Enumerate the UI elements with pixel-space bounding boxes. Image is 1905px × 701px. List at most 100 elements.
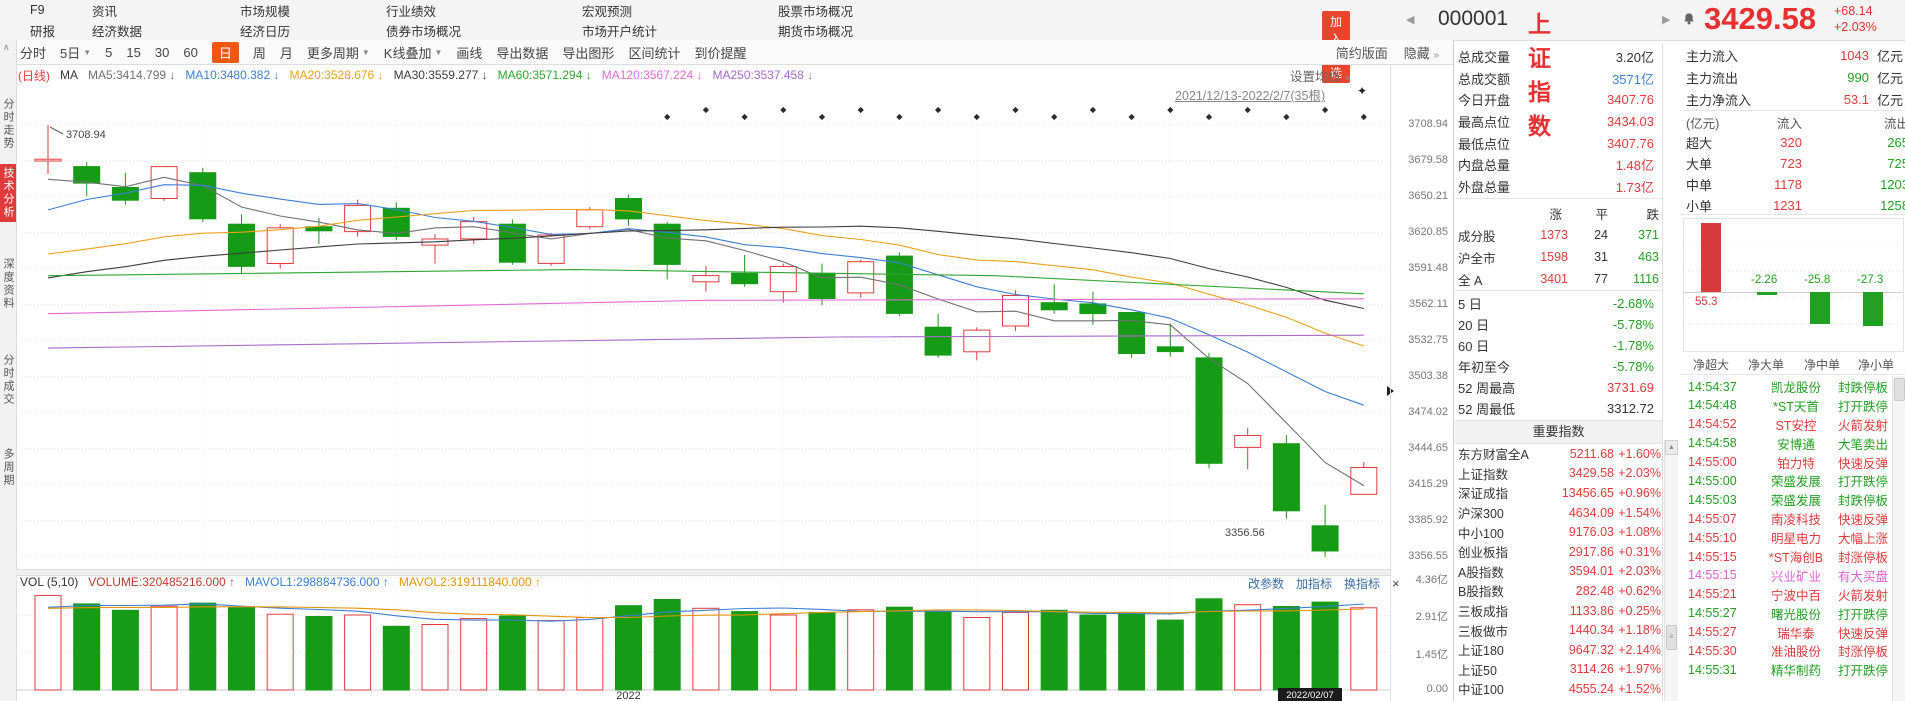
alert-row[interactable]: 14:55:27 曙光股份 打开跌停 [1680, 604, 1895, 623]
toolbar-item-导出数据[interactable]: 导出数据 [496, 45, 549, 61]
sidebar-item-多周期[interactable]: 多周期 [2, 448, 14, 487]
sidebar-item-技术分析[interactable]: 技术分析 [0, 164, 16, 222]
event-marker-icon[interactable] [973, 113, 980, 121]
event-marker-icon[interactable] [1089, 106, 1097, 114]
scrollbar-thumb[interactable] [1894, 378, 1905, 401]
alert-row[interactable]: 14:54:52 ST安控 火箭发射 [1680, 415, 1895, 434]
event-marker-icon[interactable] [1244, 106, 1251, 114]
event-marker-icon[interactable] [1205, 113, 1213, 121]
sidebar-item-深度资料[interactable]: 深度资料 [2, 258, 14, 310]
menu-item-资讯[interactable]: 资讯 [92, 4, 118, 19]
toolbar-item-区间统计[interactable]: 区间统计 [628, 45, 681, 61]
index-row[interactable]: 创业板指 2917.86 +0.31% [1455, 542, 1662, 562]
close-indicator-icon[interactable]: × [1392, 576, 1400, 591]
index-row[interactable]: A股指数 3594.01 +2.03% [1455, 562, 1662, 582]
scrollbar-thumb[interactable]: ≡ [1666, 625, 1677, 650]
index-row[interactable]: 中小100 9176.03 +1.08% [1455, 522, 1662, 542]
index-row[interactable]: 中证100 4555.24 +1.52% [1455, 679, 1662, 699]
sidebar-item-分时走势[interactable]: 分时走势 [2, 98, 14, 150]
toolbar-item-导出图形[interactable]: 导出图形 [562, 45, 615, 61]
event-marker-icon[interactable] [741, 113, 748, 121]
event-marker-icon[interactable] [1360, 113, 1367, 121]
pane-splitter-handle[interactable] [16, 569, 1390, 576]
menu-item-宏观预测[interactable]: 宏观预测 [582, 4, 633, 19]
event-marker-icon[interactable] [1051, 113, 1058, 121]
alert-row[interactable]: 14:55:10 明星电力 大幅上涨 [1680, 528, 1895, 547]
ma-settings-button[interactable]: 设置均线 ▼ [1290, 70, 1352, 84]
toolbar-item-更多周期[interactable]: 更多周期 ▼ [306, 45, 370, 61]
alert-row[interactable]: 14:54:37 凯龙股份 封跌停板 [1680, 377, 1895, 396]
toolbar-item-5[interactable]: 5 [105, 44, 113, 60]
menu-item-研报[interactable]: 研报 [30, 24, 56, 39]
vol-link-加指标[interactable]: 加指标 [1296, 577, 1333, 591]
event-marker-icon[interactable] [1128, 113, 1135, 121]
menu-item-市场规模[interactable]: 市场规模 [240, 4, 291, 19]
hide-panel-button[interactable]: 隐藏 » [1403, 45, 1439, 61]
vol-link-换指标[interactable]: 换指标 [1344, 577, 1381, 591]
alert-row[interactable]: 14:55:00 荣盛发展 打开跌停 [1680, 471, 1895, 490]
index-row[interactable]: 深证成指 13456.65 +0.96% [1455, 483, 1662, 503]
toolbar-item-5日[interactable]: 5日 ▼ [60, 45, 92, 61]
alert-row[interactable]: 14:55:00 铂力特 快速反弹 [1680, 453, 1895, 472]
alerts-scrollbar[interactable] [1892, 376, 1905, 701]
scroll-up-icon[interactable]: ▲ [1665, 440, 1678, 455]
simple-layout-button[interactable]: 简约版面 [1335, 45, 1388, 61]
alert-row[interactable]: 14:55:15 兴业矿业 有大买盘 [1680, 566, 1895, 585]
menu-item-F9[interactable]: F9 [30, 3, 45, 17]
toolbar-item-日[interactable]: 日 [211, 41, 239, 63]
event-marker-icon[interactable] [1321, 106, 1329, 114]
index-row[interactable]: 上证50 3114.26 +1.97% [1455, 660, 1662, 680]
toolbar-item-月[interactable]: 月 [279, 45, 293, 61]
prev-stock-icon[interactable]: ◀ [1406, 14, 1415, 26]
menu-item-股票市场概况[interactable]: 股票市场概况 [778, 4, 854, 19]
toolbar-item-30[interactable]: 30 [154, 44, 170, 60]
event-marker-icon[interactable] [934, 106, 942, 114]
index-row[interactable]: 三板成指 1133.86 +0.25% [1455, 601, 1662, 621]
next-stock-icon[interactable]: ▶ [1662, 14, 1671, 26]
event-marker-icon[interactable] [702, 106, 710, 114]
index-row[interactable]: B股指数 282.48 +0.62% [1455, 581, 1662, 601]
index-row[interactable]: 东方财富全A 5211.68 +1.60% [1455, 444, 1662, 464]
alert-row[interactable]: 14:55:31 精华制药 打开跌停 [1680, 660, 1895, 679]
collapse-sidebar-icon[interactable]: ∧ [3, 42, 10, 52]
event-marker-icon[interactable] [664, 113, 671, 121]
toolbar-item-分时[interactable]: 分时 [20, 45, 47, 61]
alert-row[interactable]: 14:55:30 准油股份 封涨停板 [1680, 641, 1895, 660]
menu-item-经济数据[interactable]: 经济数据 [92, 24, 143, 39]
index-row[interactable]: 上证指数 3429.58 +2.03% [1455, 464, 1662, 484]
menu-item-期货市场概况[interactable]: 期货市场概况 [778, 24, 854, 39]
alert-row[interactable]: 14:55:27 瑞华泰 快速反弹 [1680, 623, 1895, 642]
menu-item-债券市场概况[interactable]: 债券市场概况 [386, 24, 462, 39]
menu-item-市场开户统计[interactable]: 市场开户统计 [582, 24, 658, 39]
toolbar-item-周[interactable]: 周 [252, 45, 266, 61]
toolbar-item-到价提醒[interactable]: 到价提醒 [694, 45, 747, 61]
toolbar-item-60[interactable]: 60 [183, 44, 198, 60]
alert-row[interactable]: 14:54:48 *ST天首 打开跌停 [1680, 396, 1895, 415]
alert-row[interactable]: 14:55:03 荣盛发展 封跌停板 [1680, 490, 1895, 509]
menu-item-行业绩效[interactable]: 行业绩效 [386, 4, 437, 19]
toolbar-item-15[interactable]: 15 [126, 44, 141, 60]
alert-bell-icon[interactable] [1682, 12, 1696, 26]
toolbar-item-K线叠加[interactable]: K线叠加 ▼ [383, 45, 443, 61]
event-marker-icon[interactable] [1283, 113, 1290, 121]
event-marker-icon[interactable] [818, 113, 826, 121]
candlestick-chart[interactable]: 3708.94 3356.56 2022 2022/02/07 [16, 64, 1390, 701]
event-marker-icon[interactable] [1167, 106, 1174, 114]
sidebar-item-分时成交[interactable]: 分时成交 [2, 354, 14, 406]
alert-row[interactable]: 14:55:07 南凌科技 快速反弹 [1680, 509, 1895, 528]
event-marker-icon[interactable] [857, 106, 864, 114]
alert-row[interactable]: 14:54:58 安博通 大笔卖出 [1680, 434, 1895, 453]
index-row[interactable]: 沪深300 4634.09 +1.54% [1455, 503, 1662, 523]
vol-link-改参数[interactable]: 改参数 [1248, 577, 1285, 591]
pin-icon[interactable]: ✦ [1357, 84, 1368, 98]
alert-row[interactable]: 14:55:15 *ST海创B 封涨停板 [1680, 547, 1895, 566]
event-marker-icon[interactable] [896, 113, 903, 121]
alert-row[interactable]: 14:55:21 宁波中百 火箭发射 [1680, 585, 1895, 604]
menu-item-经济日历[interactable]: 经济日历 [240, 24, 291, 39]
toolbar-item-画线[interactable]: 画线 [456, 45, 483, 61]
event-marker-icon[interactable] [780, 106, 787, 114]
event-marker-icon[interactable] [1012, 106, 1019, 114]
indices-scrollbar[interactable]: ▲ ≡ [1664, 440, 1678, 701]
index-row[interactable]: 三板做市 1440.34 +1.18% [1455, 620, 1662, 640]
index-row[interactable]: 上证180 9647.32 +2.14% [1455, 640, 1662, 660]
